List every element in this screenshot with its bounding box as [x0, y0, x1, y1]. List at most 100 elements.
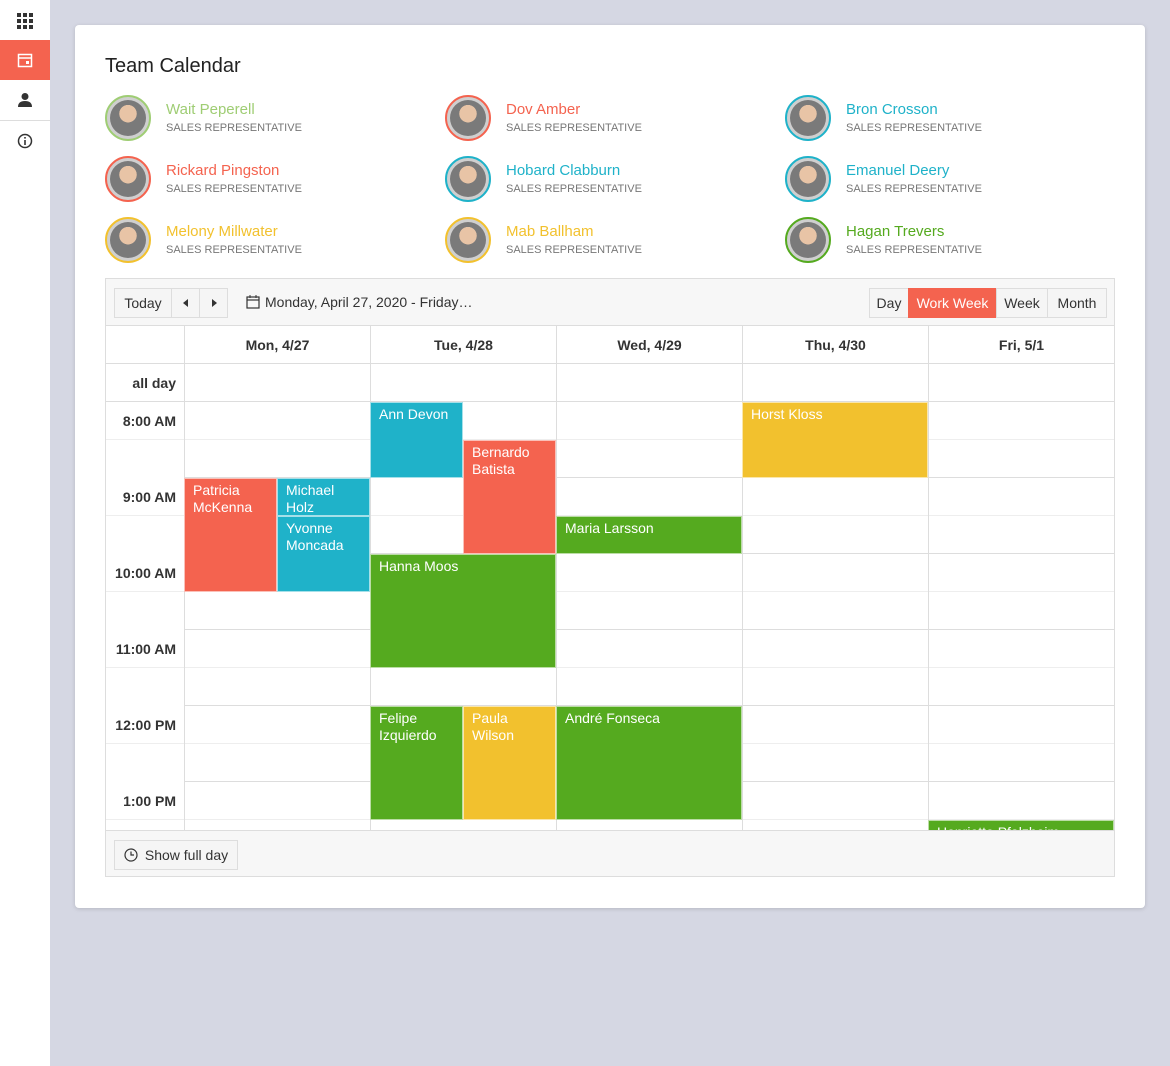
event[interactable]: Maria Larsson: [556, 516, 742, 554]
event[interactable]: André Fonseca: [556, 706, 742, 820]
day-header: Fri, 5/1: [928, 326, 1114, 364]
slot-line: [106, 591, 1114, 592]
day-header: Tue, 4/28: [370, 326, 556, 364]
day-column-line: [742, 402, 743, 830]
member-name[interactable]: Hagan Trevers: [846, 223, 945, 240]
header-row: Mon, 4/27 Tue, 4/28 Wed, 4/29 Thu, 4/30 Fri,…: [106, 326, 1114, 364]
member-role: SALES REPRESENTATIVE: [166, 244, 302, 256]
time-label: 8:00 AM: [122, 413, 176, 429]
all-day-row: all day: [106, 364, 1114, 402]
time-label: 10:00 AM: [115, 565, 176, 581]
next-button[interactable]: [199, 288, 228, 318]
member-name[interactable]: Emanuel Deery: [846, 162, 950, 179]
event[interactable]: Horst Kloss: [742, 402, 928, 478]
view-button[interactable]: Week: [996, 288, 1048, 318]
avatar-photo: [450, 161, 486, 197]
member-role: SALES REPRESENTATIVE: [846, 122, 982, 134]
time-label: 9:00 AM: [122, 489, 176, 505]
slot-line: [184, 629, 1114, 630]
time-label: 12:00 PM: [115, 717, 176, 733]
time-grid: 8:00 AM 9:00 AM 10:00 AM 11:00 AM 12:00 PM 1:…: [106, 402, 1114, 830]
member-name[interactable]: Bron Crosson: [846, 101, 938, 118]
event[interactable]: Paula Wilson: [463, 706, 556, 820]
avatar-photo: [110, 100, 146, 136]
view-button[interactable]: Work Week: [908, 288, 997, 318]
member-name[interactable]: Wait Peperell: [166, 101, 255, 118]
avatar-photo: [450, 222, 486, 258]
avatar: [445, 217, 491, 263]
time-label: 11:00 AM: [115, 641, 176, 657]
day-column-line: [184, 402, 185, 830]
info-icon[interactable]: [17, 133, 33, 149]
member-role: SALES REPRESENTATIVE: [166, 122, 302, 134]
date-range[interactable]: Monday, April 27, 2020 - Friday…: [265, 294, 473, 310]
show-full-day-button[interactable]: Show full day: [114, 840, 238, 870]
event[interactable]: Bernardo Batista: [463, 440, 556, 554]
avatar-photo: [110, 222, 146, 258]
event[interactable]: Michael Holz: [277, 478, 370, 516]
calendar-nav[interactable]: [0, 40, 50, 80]
slot-line: [184, 705, 1114, 706]
view-button[interactable]: Day: [869, 288, 909, 318]
prev-button[interactable]: [171, 288, 200, 318]
day-cell: [184, 364, 185, 402]
event[interactable]: Patricia McKenna: [184, 478, 277, 592]
footer: Show full day: [106, 830, 1114, 876]
member-role: SALES REPRESENTATIVE: [846, 244, 982, 256]
slot-line: [106, 439, 1114, 440]
member-name[interactable]: Rickard Pingston: [166, 162, 280, 179]
event[interactable]: Hanna Moos: [370, 554, 556, 668]
slot-line: [106, 515, 1114, 516]
clock-icon: [124, 848, 138, 862]
avatar: [445, 95, 491, 141]
avatar-photo: [450, 100, 486, 136]
member-role: SALES REPRESENTATIVE: [166, 183, 302, 195]
member-role: SALES REPRESENTATIVE: [506, 122, 642, 134]
view-button[interactable]: Month: [1047, 288, 1107, 318]
day-column-line: [556, 402, 557, 830]
member-name[interactable]: Dov Amber: [506, 101, 581, 118]
avatar-photo: [110, 161, 146, 197]
avatar: [445, 156, 491, 202]
time-label: 1:00 PM: [123, 793, 176, 809]
calendar-icon: [17, 53, 33, 68]
all-day-label: all day: [132, 375, 176, 391]
event[interactable]: Ann Devon: [370, 402, 463, 478]
apps-icon[interactable]: [17, 13, 33, 29]
card: Team Calendar Today Monday, April 27, 20…: [75, 25, 1145, 908]
member-name[interactable]: Melony Millwater: [166, 223, 278, 240]
day-column-line: [928, 402, 929, 830]
person-icon[interactable]: [17, 92, 33, 108]
avatar: [105, 95, 151, 141]
member-role: SALES REPRESENTATIVE: [506, 244, 642, 256]
today-button[interactable]: Today: [114, 288, 172, 318]
avatar: [105, 156, 151, 202]
slot-line: [106, 667, 1114, 668]
show-full-day-label: Show full day: [144, 847, 229, 863]
slot-line: [184, 477, 1114, 478]
member-name[interactable]: Mab Ballham: [506, 223, 594, 240]
day-header: Mon, 4/27: [184, 326, 370, 364]
day-header: Wed, 4/29: [556, 326, 742, 364]
day-cell: [742, 364, 743, 402]
event[interactable]: Felipe Izquierdo: [370, 706, 463, 820]
sidebar: [0, 0, 50, 1066]
avatar: [105, 217, 151, 263]
member-name[interactable]: Hobard Clabburn: [506, 162, 621, 179]
date-icon: [246, 295, 260, 309]
member-role: SALES REPRESENTATIVE: [846, 183, 982, 195]
avatar-photo: [790, 161, 826, 197]
day-cell: [370, 364, 371, 402]
member-role: SALES REPRESENTATIVE: [506, 183, 642, 195]
page-title: Team Calendar: [105, 55, 241, 77]
avatar: [785, 156, 831, 202]
scheduler: Today Monday, April 27, 2020 - Friday… D…: [105, 278, 1115, 877]
event[interactable]: Yvonne Moncada: [277, 516, 370, 592]
avatar-photo: [790, 100, 826, 136]
toolbar: Today Monday, April 27, 2020 - Friday… D…: [106, 279, 1114, 326]
divider: [0, 120, 50, 121]
avatar-photo: [790, 222, 826, 258]
day-cell: [928, 364, 929, 402]
event[interactable]: Henriette Pfalzheim: [928, 820, 1114, 830]
